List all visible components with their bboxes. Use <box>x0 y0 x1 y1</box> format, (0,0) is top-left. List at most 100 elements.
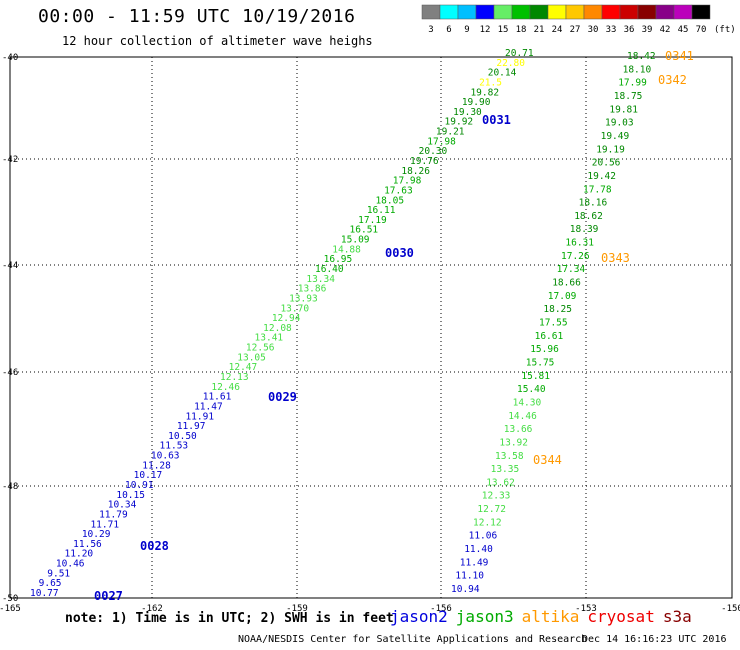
jason2-wave-height-label: 20.30 <box>419 146 448 157</box>
latitude-tick-label: -50 <box>2 594 18 604</box>
jason2-wave-height-label: 13.93 <box>289 293 318 304</box>
latitude-tick-label: -40 <box>2 53 18 63</box>
latitude-tick-label: -48 <box>2 482 18 492</box>
jason3-wave-height-label: 15.96 <box>530 344 559 355</box>
jason3-time-label: 0341 <box>665 49 694 63</box>
jason3-wave-height-label: 19.42 <box>587 171 616 182</box>
jason3-wave-height-label: 12.12 <box>473 517 502 528</box>
legend-jason2: jason2 <box>390 607 448 626</box>
jason3-wave-height-label: 12.33 <box>482 491 511 502</box>
jason3-wave-height-label: 19.19 <box>596 144 625 155</box>
jason2-wave-height-label: 11.71 <box>90 519 119 530</box>
jason3-wave-height-label: 13.58 <box>495 451 524 462</box>
jason3-time-label: 0344 <box>533 453 562 467</box>
jason2-wave-height-label: 16.95 <box>324 254 353 265</box>
jason2-wave-height-label: 19.92 <box>445 117 474 128</box>
jason3-wave-height-label: 17.78 <box>583 184 612 195</box>
color-scale-label: 42 <box>660 25 671 35</box>
map-title: 00:00 - 11:59 UTC 10/19/2016 <box>38 6 356 27</box>
jason2-wave-height-label: 18.26 <box>401 166 430 177</box>
color-scale-label: 3 <box>428 25 433 35</box>
jason3-wave-height-label: 15.75 <box>526 357 555 368</box>
color-scale-label: 6 <box>446 25 451 35</box>
jason2-wave-height-label: 10.34 <box>108 500 137 511</box>
wave-height-color-scale: 3 6 9 12 15 18 21 24 27 30 33 36 39 42 45 70 (ft) <box>421 4 736 35</box>
jason3-wave-height-label: 18.66 <box>552 278 581 289</box>
jason3-wave-height-label: 10.94 <box>451 584 480 595</box>
generated-timestamp: Dec 14 16:16:23 UTC 2016 <box>582 634 727 645</box>
jason2-wave-height-label: 10.91 <box>125 480 154 491</box>
jason2-wave-height-label: 13.34 <box>306 274 335 285</box>
jason3-wave-height-label: 14.30 <box>513 397 542 408</box>
jason2-wave-height-label: 12.94 <box>272 313 301 324</box>
jason3-wave-height-label: 15.40 <box>517 384 546 395</box>
jason2-wave-height-label: 16.11 <box>367 205 396 216</box>
color-scale-label: 21 <box>534 25 545 35</box>
jason2-wave-height-label: 10.15 <box>116 490 145 501</box>
longitude-tick-label: -165 <box>0 604 21 614</box>
jason3-wave-height-label: 18.75 <box>614 91 643 102</box>
color-scale-label: 15 <box>498 25 509 35</box>
jason2-wave-height-label: 16.40 <box>315 264 344 275</box>
legend-jason3: jason3 <box>455 607 514 626</box>
jason2-wave-height-label: 20.14 <box>488 68 517 79</box>
jason2-wave-height-label: 16.51 <box>350 225 379 236</box>
jason2-wave-height-label: 17.63 <box>384 185 413 196</box>
jason2-wave-height-label: 9.65 <box>39 578 62 589</box>
legend-altika: altika <box>521 607 580 626</box>
longitude-tick-label: -153 <box>575 604 597 614</box>
jason3-wave-height-label: 18.62 <box>574 211 603 222</box>
jason2-wave-height-label: 10.77 <box>30 588 59 599</box>
color-scale-label: 39 <box>642 25 653 35</box>
map-frame <box>9 56 733 599</box>
color-scale-label: 24 <box>552 25 563 35</box>
map-subtitle: 12 hour collection of altimeter wave hei… <box>62 34 373 48</box>
color-scale-label: 36 <box>624 25 635 35</box>
color-scale-label: 45 <box>678 25 689 35</box>
footer-note: note: 1) Time is in UTC; 2) SWH is in fe… <box>65 611 394 626</box>
jason3-wave-height-label: 17.99 <box>618 78 647 89</box>
jason2-wave-height-label: 10.63 <box>151 451 180 462</box>
jason2-time-label: 0027 <box>94 589 123 603</box>
jason3-time-label: 0343 <box>601 251 630 265</box>
jason3-wave-height-label: 20.56 <box>592 158 621 169</box>
longitude-tick-label: -150 <box>721 604 740 614</box>
jason2-wave-height-label: 10.46 <box>56 559 85 570</box>
jason3-wave-height-label: 19.03 <box>605 118 634 129</box>
longitude-tick-label: -156 <box>430 604 452 614</box>
jason2-wave-height-label: 12.47 <box>229 362 258 373</box>
jason3-wave-height-label: 19.49 <box>601 131 630 142</box>
jason2-wave-height-label: 22.80 <box>496 58 525 69</box>
jason2-wave-height-label: 17.98 <box>393 176 422 187</box>
jason3-wave-height-label: 17.26 <box>561 251 590 262</box>
jason3-wave-height-label: 15.81 <box>521 371 550 382</box>
jason2-time-label: 0028 <box>140 539 169 553</box>
legend-s3a: s3a <box>662 607 692 626</box>
color-scale-label: 70 <box>696 25 707 35</box>
jason2-wave-height-label: 11.97 <box>177 421 206 432</box>
satellite-legend: jason2 jason3 altika cryosat s3a <box>390 607 700 626</box>
color-scale-label: 18 <box>516 25 527 35</box>
jason3-wave-height-label: 12.72 <box>477 504 506 515</box>
credit-text: NOAA/NESDIS Center for Satellite Applica… <box>238 634 588 645</box>
jason3-wave-height-label: 18.25 <box>543 304 572 315</box>
jason2-wave-height-label: 15.09 <box>341 235 370 246</box>
jason2-wave-height-label: 19.30 <box>453 107 482 118</box>
latitude-tick-label: -42 <box>2 155 18 165</box>
jason3-wave-height-label: 17.55 <box>539 318 568 329</box>
color-scale-unit: (ft) <box>714 25 736 35</box>
jason3-wave-height-label: 18.10 <box>623 64 652 75</box>
jason2-wave-height-label: 12.08 <box>263 323 292 334</box>
jason2-wave-height-label: 9.51 <box>47 568 70 579</box>
jason2-wave-height-label: 10.17 <box>134 470 163 481</box>
longitude-tick-label: -162 <box>141 604 163 614</box>
jason2-wave-height-label: 12.13 <box>220 372 249 383</box>
jason2-wave-height-label: 19.82 <box>470 87 499 98</box>
latitude-tick-label: -46 <box>2 368 18 378</box>
jason2-wave-height-label: 11.61 <box>203 392 232 403</box>
jason3-wave-height-label: 14.46 <box>508 411 537 422</box>
jason2-wave-height-label: 12.56 <box>246 343 275 354</box>
jason2-wave-height-label: 13.70 <box>280 303 309 314</box>
legend-cryosat: cryosat <box>587 607 655 626</box>
